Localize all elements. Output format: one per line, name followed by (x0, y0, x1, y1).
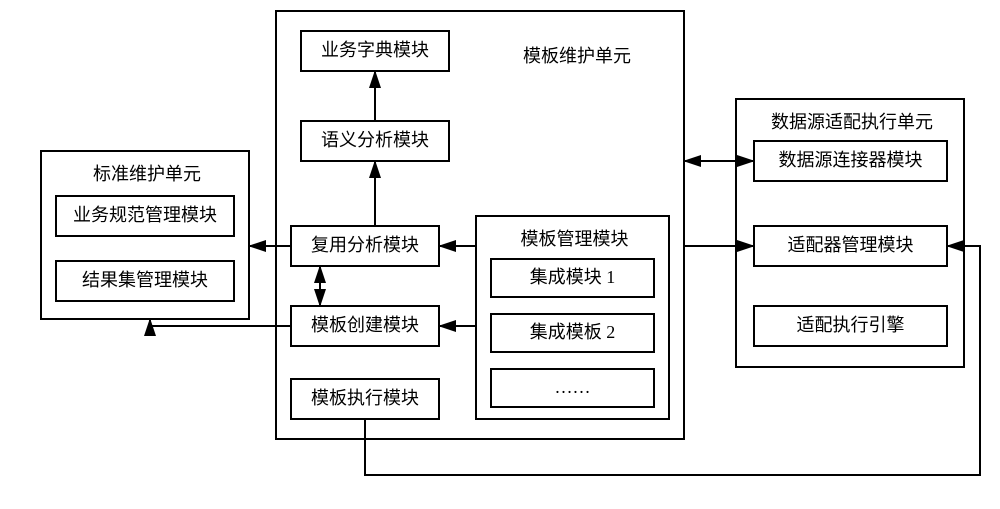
biz-dict-label: 业务字典模块 (321, 39, 429, 62)
adapter-mgmt-module: 适配器管理模块 (753, 225, 948, 267)
tpl-create-label: 模板创建模块 (311, 314, 419, 337)
int-etc-label: …… (555, 376, 591, 399)
result-set-mgmt-module: 结果集管理模块 (55, 260, 235, 302)
integration-module-1: 集成模块 1 (490, 258, 655, 298)
ds-connector-label: 数据源连接器模块 (779, 149, 923, 172)
result-set-mgmt-label: 结果集管理模块 (82, 269, 208, 292)
template-exec-module: 模板执行模块 (290, 378, 440, 420)
biz-dict-module: 业务字典模块 (300, 30, 450, 72)
biz-spec-mgmt-module: 业务规范管理模块 (55, 195, 235, 237)
semantic-analysis-module: 语义分析模块 (300, 120, 450, 162)
integration-template-2: 集成模板 2 (490, 313, 655, 353)
int-module-1-label: 集成模块 1 (530, 266, 616, 289)
diagram-canvas: 标准维护单元 业务规范管理模块 结果集管理模块 模板维护单元 业务字典模块 语义… (0, 0, 1000, 509)
ds-connector-module: 数据源连接器模块 (753, 140, 948, 182)
biz-spec-mgmt-label: 业务规范管理模块 (73, 204, 217, 227)
standard-unit-title: 标准维护单元 (42, 160, 252, 186)
semantic-label: 语义分析模块 (321, 129, 429, 152)
adapt-engine-module: 适配执行引擎 (753, 305, 948, 347)
reuse-label: 复用分析模块 (311, 234, 419, 257)
int-tpl-2-label: 集成模板 2 (530, 321, 616, 344)
reuse-analysis-module: 复用分析模块 (290, 225, 440, 267)
datasource-unit-title: 数据源适配执行单元 (737, 108, 967, 134)
integration-etc: …… (490, 368, 655, 408)
adapter-mgmt-label: 适配器管理模块 (788, 234, 914, 257)
adapt-engine-label: 适配执行引擎 (797, 314, 905, 337)
tpl-exec-label: 模板执行模块 (311, 387, 419, 410)
template-create-module: 模板创建模块 (290, 305, 440, 347)
template-unit-title: 模板维护单元 (477, 42, 677, 68)
template-mgmt-title: 模板管理模块 (477, 225, 672, 251)
